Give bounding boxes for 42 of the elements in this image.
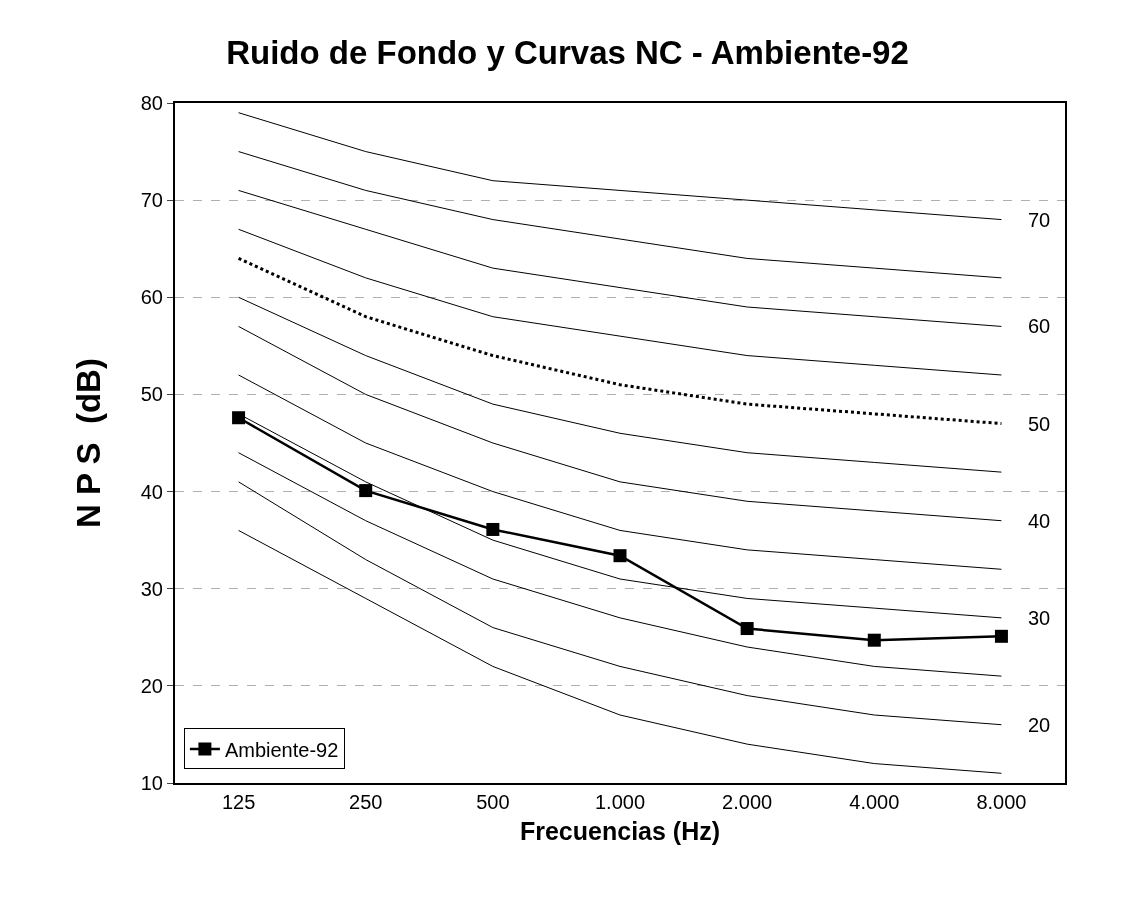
point — [867, 633, 881, 647]
y-tick-label: 80 — [140, 92, 163, 114]
y-tick-label: 40 — [140, 480, 163, 503]
annotation: 40 — [1028, 510, 1051, 532]
x-tick-label: 250 — [349, 791, 383, 813]
annotation: 70 — [1028, 209, 1051, 231]
line-series — [237, 256, 1003, 426]
line-series — [238, 325, 1002, 522]
line-series — [238, 112, 1002, 221]
x-tick-label: 8.000 — [976, 791, 1027, 813]
line-series — [238, 374, 1002, 570]
line-series — [238, 452, 1002, 677]
point — [359, 484, 373, 498]
point — [486, 522, 500, 536]
y-tick-label: 60 — [140, 286, 163, 309]
line-series — [238, 189, 1002, 327]
x-tick-label: 125 — [221, 791, 256, 813]
x-tick-label: 1.000 — [594, 791, 646, 813]
annotation: 50 — [1028, 413, 1051, 435]
annotation: 60 — [1028, 315, 1051, 337]
point — [740, 622, 754, 636]
y-axis-title: N P S (dB) — [70, 358, 108, 528]
line-series — [238, 151, 1002, 279]
line-series — [238, 296, 1002, 473]
x-tick-label: 2.000 — [722, 791, 773, 813]
line-series — [238, 481, 1002, 726]
x-tick-label: 500 — [476, 791, 510, 813]
line-series — [238, 228, 1002, 376]
annotation: 20 — [1028, 714, 1051, 736]
annotation: 30 — [1028, 607, 1051, 629]
legend-label: Ambiente-92 — [224, 738, 339, 761]
y-tick-label: 50 — [140, 383, 163, 406]
y-tick-label: 70 — [140, 189, 163, 212]
point — [232, 411, 246, 425]
point — [613, 549, 627, 563]
chart-title: Ruido de Fondo y Curvas NC - Ambiente-92 — [226, 33, 909, 71]
point — [994, 629, 1008, 643]
x-tick-label: 4.000 — [849, 791, 900, 813]
x-axis-title: Frecuencias (Hz) — [519, 816, 721, 845]
y-tick-label: 30 — [140, 577, 163, 600]
y-tick-label: 20 — [140, 674, 163, 697]
y-tick-label: 10 — [140, 772, 163, 794]
